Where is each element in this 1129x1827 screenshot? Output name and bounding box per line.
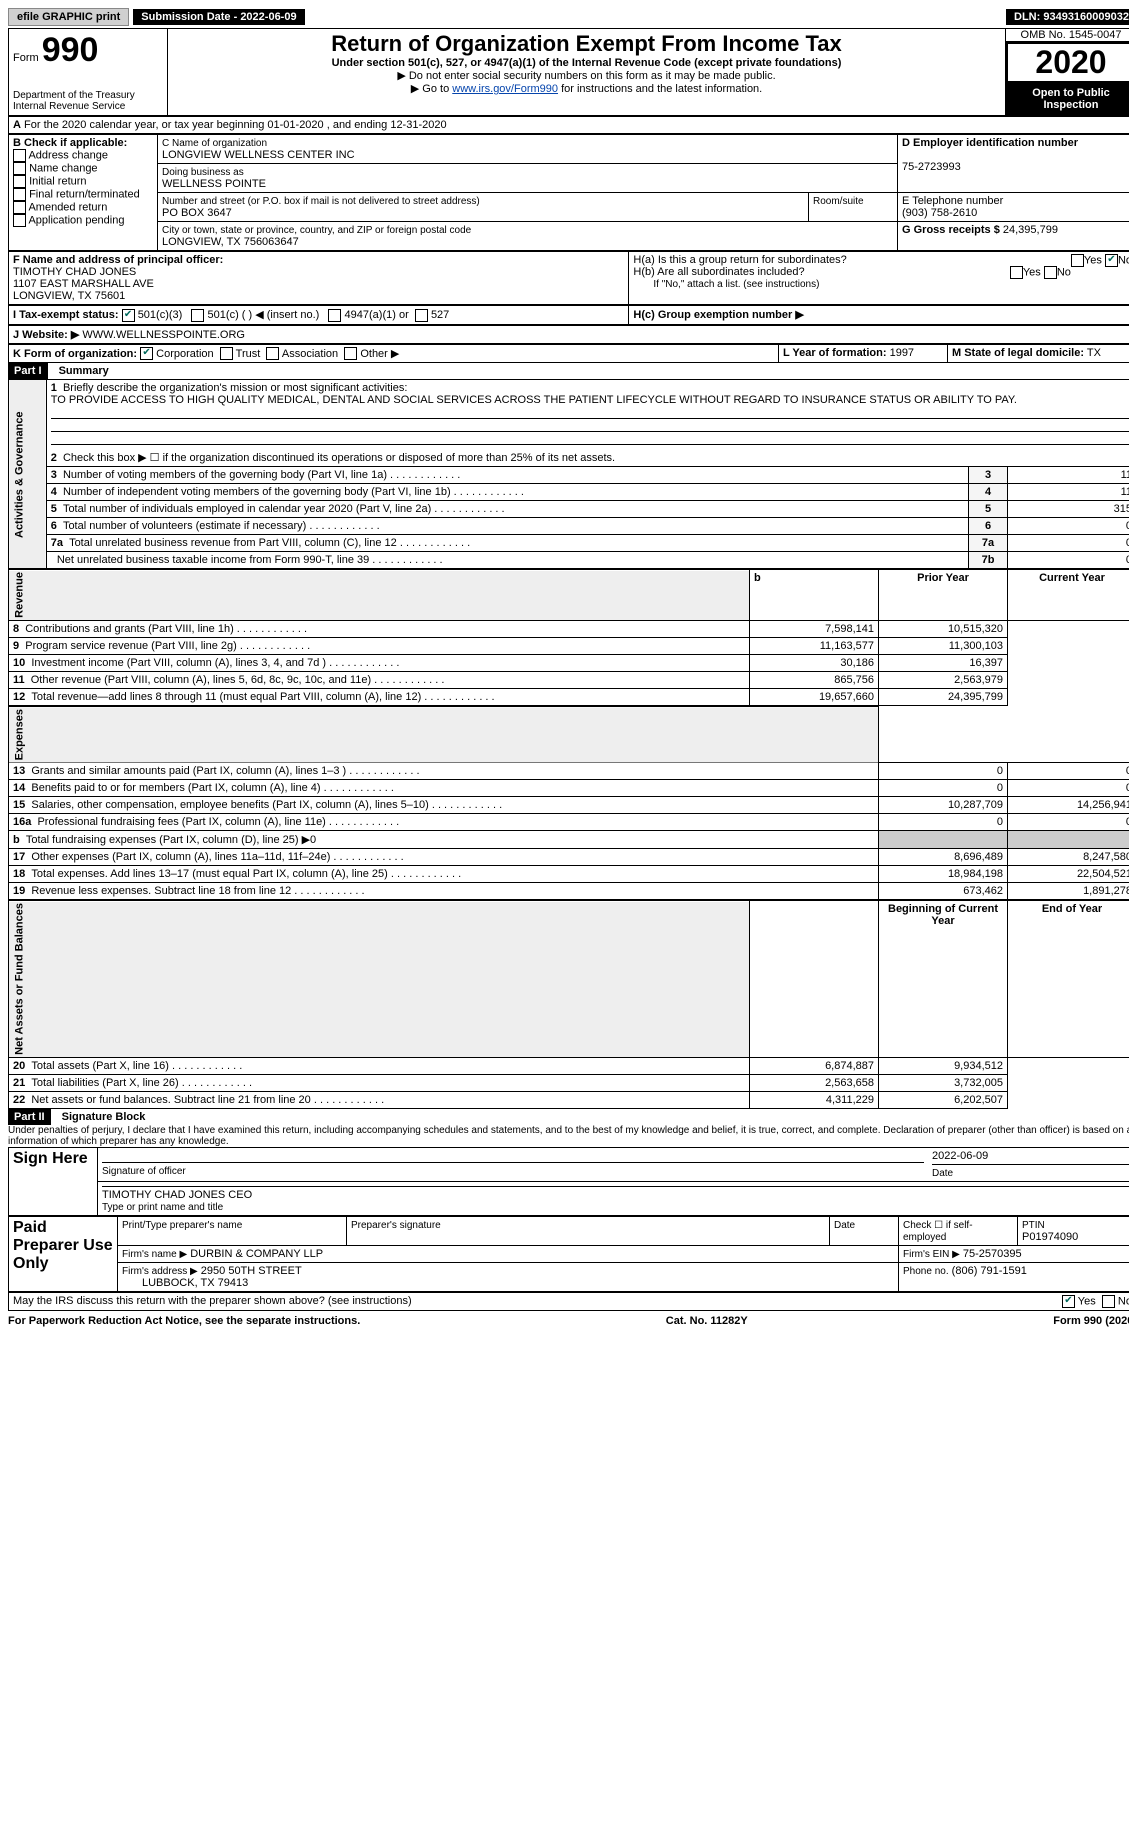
part1-header: Part I — [8, 363, 48, 379]
mission-text: TO PROVIDE ACCESS TO HIGH QUALITY MEDICA… — [51, 394, 1017, 406]
tax-year: 2020 — [1006, 42, 1129, 83]
vert-governance: Activities & Governance — [9, 380, 47, 569]
dln: DLN: 93493160009032 — [1006, 9, 1129, 25]
note-goto: ▶ Go to www.irs.gov/Form990 for instruct… — [172, 82, 1001, 95]
box-b-label: B Check if applicable: — [13, 137, 127, 149]
perjury-declaration: Under penalties of perjury, I declare th… — [8, 1125, 1129, 1147]
ein: 75-2723993 — [902, 161, 961, 173]
irs-link[interactable]: www.irs.gov/Form990 — [452, 83, 558, 95]
officer-sig-name: TIMOTHY CHAD JONES CEO — [102, 1189, 252, 1201]
part2-header: Part II — [8, 1109, 51, 1125]
pra-notice: For Paperwork Reduction Act Notice, see … — [8, 1315, 360, 1327]
submission-date: Submission Date - 2022-06-09 — [133, 9, 304, 25]
sign-here-label: Sign Here — [9, 1148, 98, 1216]
vert-revenue: Revenue — [9, 570, 750, 621]
catalog-no: Cat. No. 11282Y — [666, 1315, 748, 1327]
firm-name: DURBIN & COMPANY LLP — [190, 1248, 323, 1260]
vert-expenses: Expenses — [9, 707, 879, 763]
website: WWW.WELLNESSPOINTE.ORG — [82, 329, 245, 341]
top-bar: efile GRAPHIC print Submission Date - 20… — [8, 8, 1129, 26]
note-ssn: ▶ Do not enter social security numbers o… — [172, 69, 1001, 82]
city-state-zip: LONGVIEW, TX 756063647 — [162, 236, 299, 248]
form-title: Return of Organization Exempt From Incom… — [172, 31, 1001, 57]
paid-preparer-label: Paid Preparer Use Only — [9, 1217, 118, 1292]
period-row: A For the 2020 calendar year, or tax yea… — [9, 117, 1129, 134]
part1-title: Summary — [51, 365, 109, 377]
open-inspection: Open to Public Inspection — [1006, 83, 1129, 115]
form-subtitle: Under section 501(c), 527, or 4947(a)(1)… — [172, 57, 1001, 69]
dept-treasury: Department of the Treasury Internal Reve… — [13, 90, 163, 112]
form-label: Form — [13, 52, 39, 64]
vert-balances: Net Assets or Fund Balances — [9, 901, 750, 1058]
officer-name: TIMOTHY CHAD JONES — [13, 266, 136, 278]
street-address: PO BOX 3647 — [162, 207, 232, 219]
telephone: (903) 758-2610 — [902, 207, 977, 219]
form-number: 990 — [42, 31, 99, 69]
efile-print-button[interactable]: efile GRAPHIC print — [8, 8, 129, 26]
gross-receipts: 24,395,799 — [1003, 224, 1058, 236]
org-name: LONGVIEW WELLNESS CENTER INC — [162, 149, 355, 161]
form-header: Form 990 Department of the Treasury Inte… — [8, 28, 1129, 116]
omb-no: OMB No. 1545-0047 — [1006, 29, 1129, 42]
part2-title: Signature Block — [54, 1111, 146, 1123]
form-footer: Form 990 (2020) — [1053, 1315, 1129, 1327]
dba: WELLNESS POINTE — [162, 178, 266, 190]
